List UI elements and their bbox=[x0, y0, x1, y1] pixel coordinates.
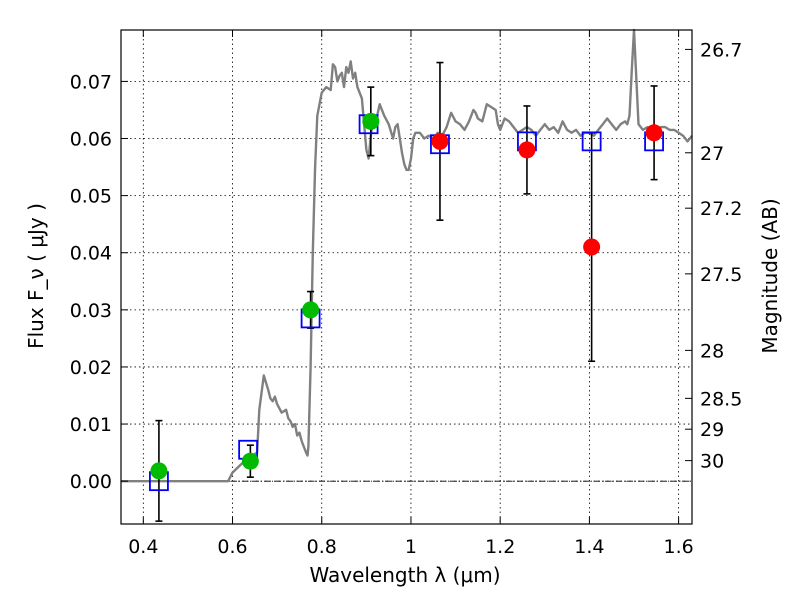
y-tick-label: 0.04 bbox=[70, 243, 112, 265]
right-tick-label: 27 bbox=[700, 143, 724, 165]
x-tick-labels: 0.4 0.6 0.8 1 1.2 1.4 1.6 bbox=[128, 536, 694, 558]
right-tick-label: 29 bbox=[700, 419, 724, 441]
x-tick-label: 0.8 bbox=[307, 536, 337, 558]
model-spectrum-line bbox=[121, 28, 693, 483]
x-tick-label: 0.6 bbox=[217, 536, 247, 558]
right-tick-label: 28 bbox=[700, 340, 724, 362]
y-tick-label: 0.00 bbox=[70, 471, 112, 493]
axis-ticks bbox=[121, 30, 692, 524]
axes-frame bbox=[120, 29, 693, 525]
red-data-point bbox=[518, 141, 536, 159]
right-tick-label: 28.5 bbox=[700, 388, 742, 410]
x-tick-label: 1.6 bbox=[664, 536, 694, 558]
green-data-point bbox=[241, 452, 259, 470]
model-photometry-squares bbox=[149, 114, 664, 492]
x-tick-label: 1 bbox=[405, 536, 417, 558]
right-tick-labels: 26.7 27 27.2 27.5 28 28.5 29 30 bbox=[700, 39, 742, 472]
y-tick-label: 0.01 bbox=[70, 414, 112, 436]
right-tick-label: 27.2 bbox=[700, 198, 742, 220]
red-data-point bbox=[645, 124, 663, 142]
green-data-point bbox=[362, 112, 380, 130]
right-axis-label: Magnitude (AB) bbox=[758, 198, 782, 353]
right-tick-label: 27.5 bbox=[700, 264, 742, 286]
right-tick-label: 30 bbox=[700, 451, 724, 473]
x-tick-label: 0.4 bbox=[128, 536, 158, 558]
y-tick-label: 0.07 bbox=[70, 71, 112, 93]
error-bars bbox=[155, 61, 658, 522]
y-tick-label: 0.05 bbox=[70, 186, 112, 208]
observed-points bbox=[150, 112, 663, 480]
grid-lines bbox=[121, 30, 692, 524]
green-data-point bbox=[302, 301, 320, 319]
red-data-point bbox=[583, 238, 601, 256]
right-tick-label: 26.7 bbox=[700, 39, 742, 61]
y-tick-label: 0.06 bbox=[70, 129, 112, 151]
y-tick-label: 0.03 bbox=[70, 300, 112, 322]
y-tick-labels: 0.00 0.01 0.02 0.03 0.04 0.05 0.06 0.07 bbox=[70, 71, 112, 493]
x-axis-label: Wavelength λ (μm) bbox=[309, 563, 500, 587]
y-tick-label: 0.02 bbox=[70, 357, 112, 379]
y-axis-label: Flux F_ν ( μJy ) bbox=[24, 203, 48, 349]
red-data-point bbox=[431, 132, 449, 150]
x-tick-label: 1.4 bbox=[574, 536, 604, 558]
green-data-point bbox=[150, 462, 168, 480]
x-tick-label: 1.2 bbox=[485, 536, 515, 558]
model-square bbox=[581, 131, 602, 152]
